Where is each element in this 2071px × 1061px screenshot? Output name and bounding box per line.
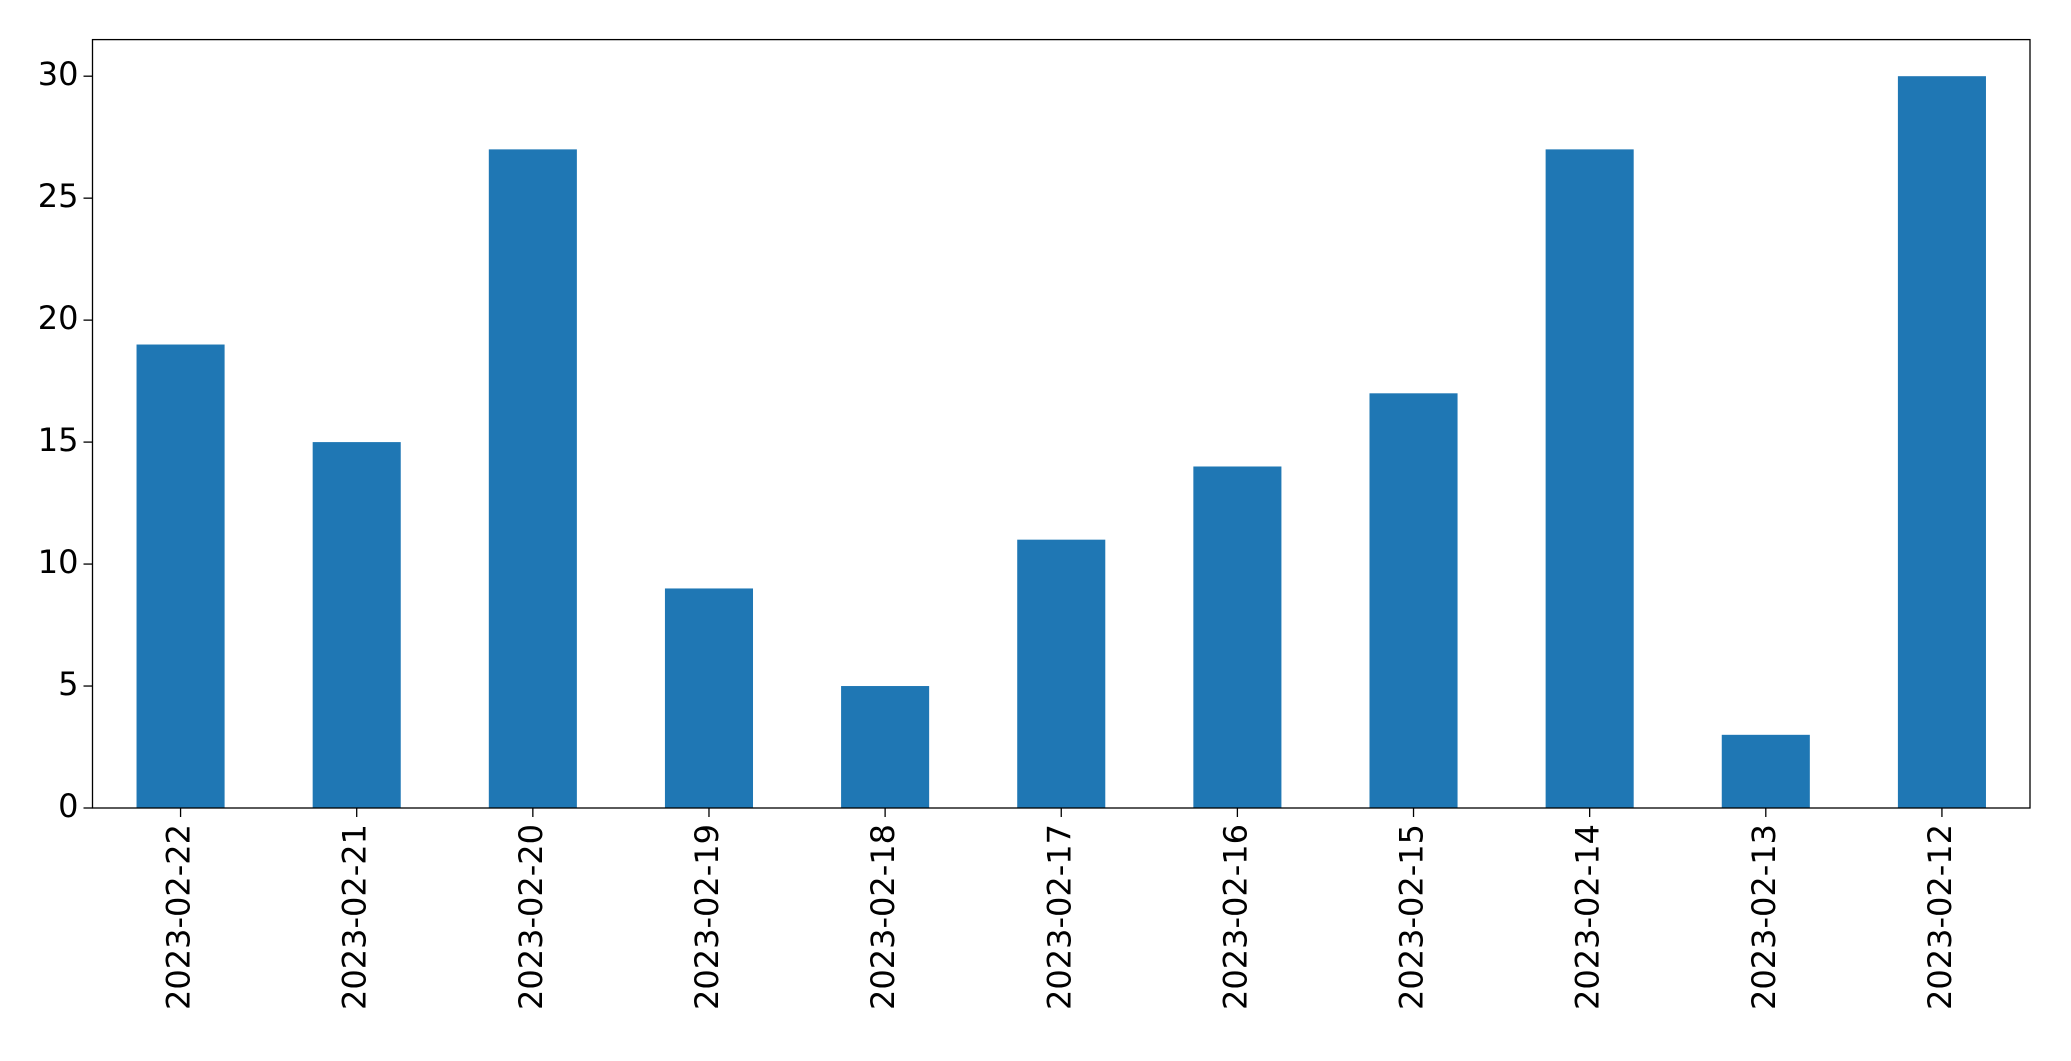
y-tick-label: 25 [38, 177, 79, 215]
y-tick-label: 15 [38, 421, 79, 459]
x-tick-label: 2023-02-18 [864, 824, 902, 1010]
bar [1545, 149, 1634, 808]
x-tick-label: 2023-02-20 [512, 824, 550, 1010]
bar [1193, 466, 1282, 808]
plot-frame [91, 38, 2031, 809]
x-tick-label: 2023-02-21 [336, 824, 374, 1010]
y-tick-label: 5 [58, 665, 78, 703]
x-tick-label: 2023-02-13 [1745, 824, 1783, 1010]
x-tick-label: 2023-02-12 [1921, 824, 1959, 1010]
y-tick-label: 30 [38, 55, 79, 93]
bar [1369, 393, 1458, 808]
x-tick-label: 2023-02-15 [1393, 824, 1431, 1010]
x-tick-label: 2023-02-22 [160, 824, 198, 1010]
bar [1897, 76, 1986, 808]
bar [488, 149, 577, 808]
y-tick-label: 20 [38, 299, 79, 337]
x-tick-label: 2023-02-14 [1569, 824, 1607, 1010]
bar [312, 442, 401, 808]
x-tick-label: 2023-02-19 [688, 824, 726, 1010]
bar [664, 588, 754, 808]
bar [841, 686, 930, 808]
x-tick-label: 2023-02-16 [1216, 824, 1254, 1010]
bar [136, 344, 225, 808]
bar [1721, 734, 1810, 808]
bar [1017, 539, 1106, 808]
y-tick-label: 0 [58, 787, 78, 825]
y-tick-label: 10 [38, 543, 79, 581]
x-tick-label: 2023-02-17 [1040, 824, 1078, 1010]
